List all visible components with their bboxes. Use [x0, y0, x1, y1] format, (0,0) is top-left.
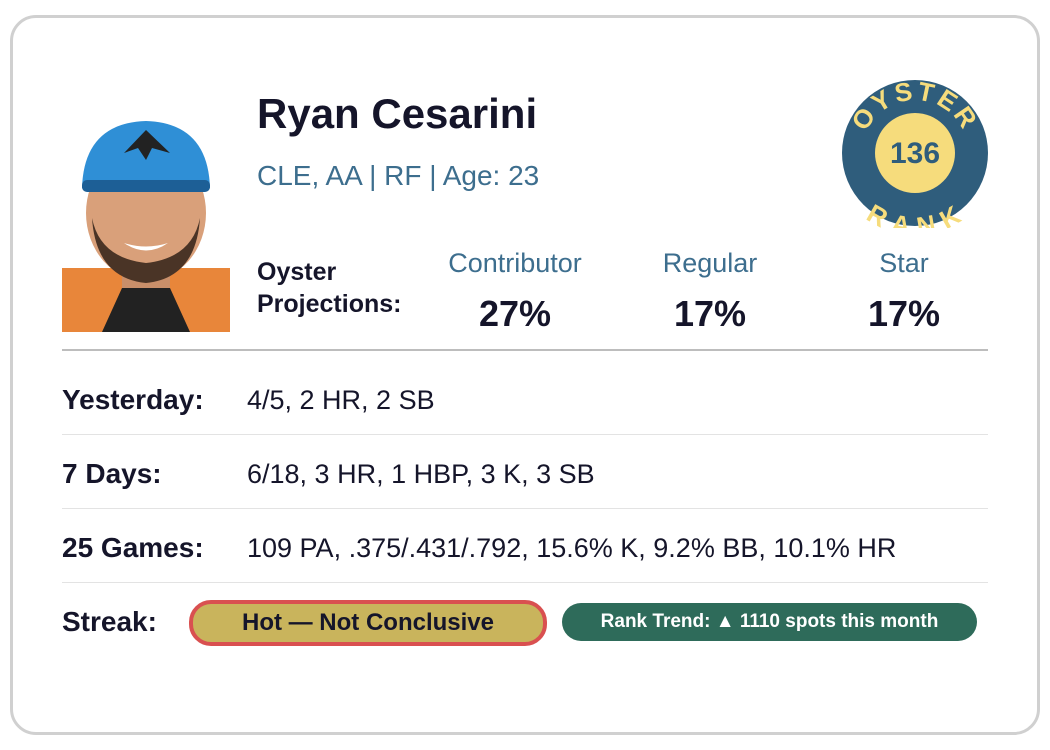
- row-divider: [62, 582, 988, 583]
- projection-label: Star: [879, 248, 929, 278]
- projection-value: 27%: [478, 293, 552, 334]
- player-photo: [62, 121, 230, 332]
- badge-rank: 136: [890, 137, 940, 170]
- card: [10, 15, 1040, 735]
- projections-label: Oyster: [257, 258, 337, 286]
- stat-label: Yesterday:: [62, 384, 204, 415]
- projection-label: Contributor: [448, 248, 582, 278]
- stat-value: 109 PA, .375/.431/.792, 15.6% K, 9.2% BB…: [247, 533, 897, 563]
- player-info: CLE, AA | RF | Age: 23: [257, 160, 540, 191]
- row-divider: [62, 508, 988, 509]
- projection-value: 17%: [867, 293, 941, 334]
- streak-status: Hot — Not Conclusive: [189, 600, 547, 646]
- stat-value: 4/5, 2 HR, 2 SB: [247, 385, 435, 415]
- stat-value: 6/18, 3 HR, 1 HBP, 3 K, 3 SB: [247, 459, 595, 489]
- streak-label: Streak:: [62, 606, 157, 637]
- stat-label: 7 Days:: [62, 458, 162, 489]
- stat-label: 25 Games:: [62, 532, 204, 563]
- projection-value: 17%: [673, 293, 747, 334]
- player-name: Ryan Cesarini: [257, 90, 538, 137]
- rank-badge: OYSTER RANK 136: [842, 78, 988, 228]
- projections-label: Projections:: [257, 290, 402, 318]
- rank-trend: Rank Trend: ▲ 1110 spots this month: [562, 603, 977, 641]
- divider: [62, 349, 988, 351]
- row-divider: [62, 434, 988, 435]
- projection-label: Regular: [662, 248, 758, 278]
